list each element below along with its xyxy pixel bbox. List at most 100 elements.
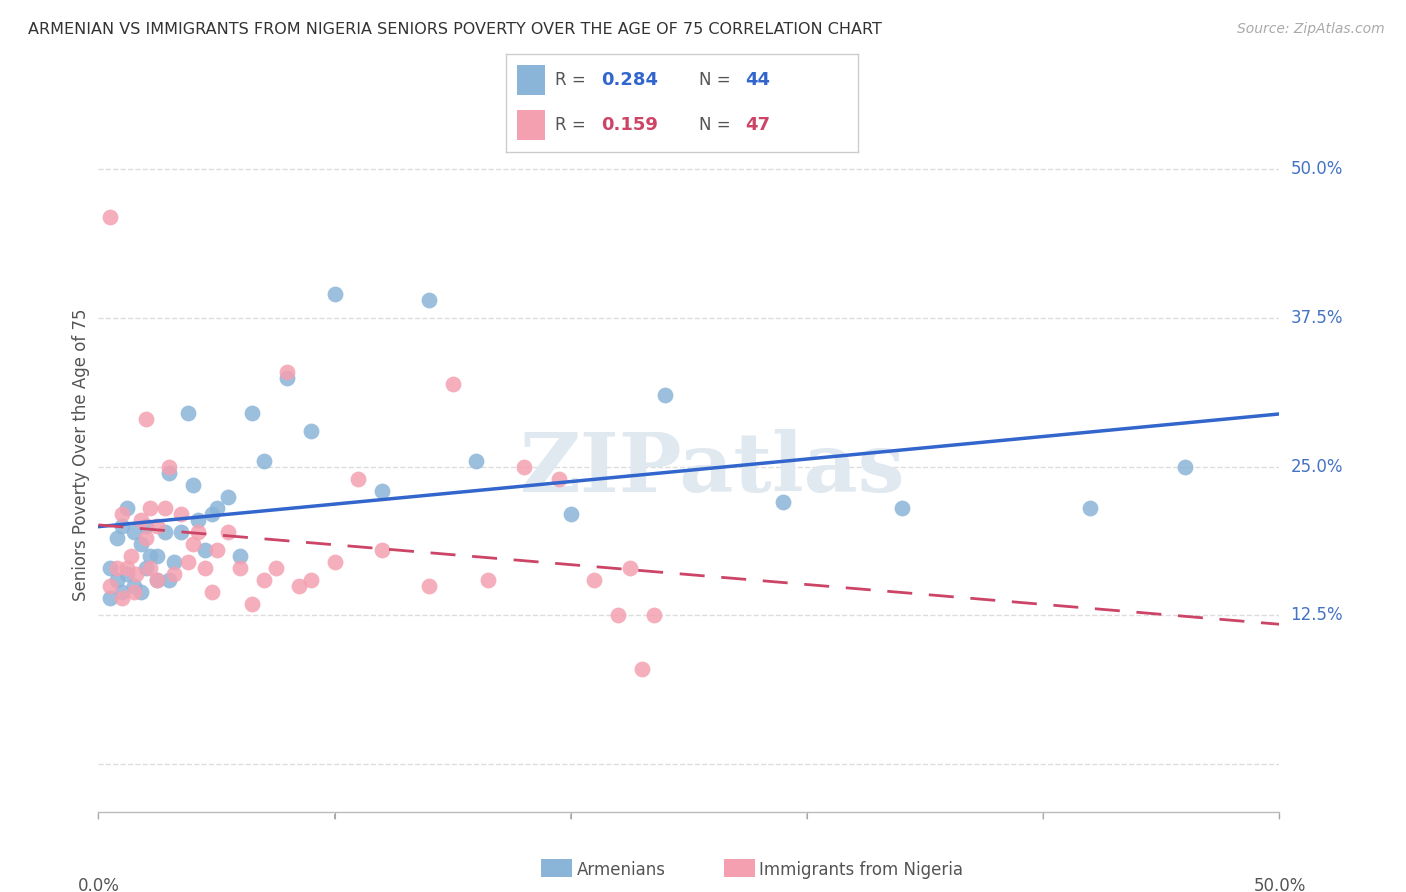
Point bbox=[323, 555, 346, 569]
Point bbox=[135, 412, 157, 426]
Point bbox=[240, 597, 263, 611]
Point bbox=[205, 543, 228, 558]
Point bbox=[187, 525, 209, 540]
Point bbox=[299, 573, 322, 587]
Text: ZIPatlas: ZIPatlas bbox=[520, 429, 905, 509]
Point bbox=[122, 525, 145, 540]
Point bbox=[205, 501, 228, 516]
Point bbox=[583, 573, 606, 587]
Text: N =: N = bbox=[700, 71, 731, 89]
Point bbox=[229, 561, 252, 575]
Point bbox=[139, 561, 162, 575]
Point bbox=[418, 293, 440, 308]
Point bbox=[111, 591, 134, 605]
Point bbox=[98, 591, 121, 605]
Point bbox=[217, 490, 239, 504]
Point bbox=[548, 472, 571, 486]
Point bbox=[264, 561, 287, 575]
Point bbox=[115, 501, 138, 516]
Text: Armenians: Armenians bbox=[576, 861, 665, 879]
Point bbox=[512, 459, 534, 474]
Point bbox=[371, 483, 394, 498]
Text: 37.5%: 37.5% bbox=[1291, 310, 1343, 327]
Point bbox=[157, 459, 180, 474]
Text: 0.0%: 0.0% bbox=[77, 877, 120, 892]
Point bbox=[772, 495, 794, 509]
Point bbox=[170, 525, 193, 540]
Text: 44: 44 bbox=[745, 71, 770, 89]
Point bbox=[105, 561, 128, 575]
Point bbox=[170, 508, 193, 522]
Point bbox=[115, 561, 138, 575]
Point bbox=[240, 406, 263, 420]
Point bbox=[1174, 459, 1197, 474]
FancyBboxPatch shape bbox=[517, 65, 544, 95]
Point bbox=[276, 365, 298, 379]
Point bbox=[153, 501, 176, 516]
Text: R =: R = bbox=[555, 71, 586, 89]
Point bbox=[194, 543, 217, 558]
Point bbox=[194, 561, 217, 575]
Point bbox=[111, 508, 134, 522]
Point bbox=[201, 584, 224, 599]
Point bbox=[177, 406, 200, 420]
Text: R =: R = bbox=[555, 116, 586, 134]
Point bbox=[146, 549, 169, 563]
Point bbox=[217, 525, 239, 540]
Point bbox=[111, 584, 134, 599]
Y-axis label: Seniors Poverty Over the Age of 75: Seniors Poverty Over the Age of 75 bbox=[72, 309, 90, 601]
Point bbox=[157, 466, 180, 480]
Text: 12.5%: 12.5% bbox=[1291, 607, 1343, 624]
Point bbox=[560, 508, 582, 522]
Point bbox=[163, 555, 186, 569]
Point bbox=[288, 579, 311, 593]
Point bbox=[129, 513, 152, 527]
Point bbox=[619, 561, 641, 575]
Point bbox=[347, 472, 370, 486]
Point bbox=[146, 573, 169, 587]
Point bbox=[98, 210, 121, 224]
Point bbox=[105, 531, 128, 545]
Point bbox=[121, 549, 143, 563]
Point bbox=[187, 513, 209, 527]
Point bbox=[477, 573, 499, 587]
Point bbox=[253, 454, 276, 468]
Point bbox=[135, 531, 157, 545]
Point bbox=[129, 537, 152, 551]
Point bbox=[607, 608, 630, 623]
Point bbox=[299, 424, 322, 438]
Text: 50.0%: 50.0% bbox=[1291, 161, 1343, 178]
Point bbox=[125, 566, 148, 581]
Point bbox=[139, 501, 162, 516]
Text: Immigrants from Nigeria: Immigrants from Nigeria bbox=[759, 861, 963, 879]
Text: 25.0%: 25.0% bbox=[1291, 458, 1343, 475]
Point bbox=[98, 561, 121, 575]
Point bbox=[253, 573, 276, 587]
Point bbox=[890, 501, 912, 516]
Point bbox=[139, 549, 162, 563]
Point bbox=[146, 573, 169, 587]
Point bbox=[654, 388, 676, 402]
Point bbox=[153, 525, 176, 540]
Point bbox=[1080, 501, 1102, 516]
Point bbox=[181, 537, 204, 551]
Point bbox=[465, 454, 488, 468]
Text: 50.0%: 50.0% bbox=[1253, 877, 1306, 892]
Text: 0.159: 0.159 bbox=[602, 116, 658, 134]
Point bbox=[229, 549, 252, 563]
Point bbox=[157, 573, 180, 587]
Point bbox=[122, 579, 145, 593]
Point bbox=[643, 608, 665, 623]
Point bbox=[371, 543, 394, 558]
Point bbox=[181, 477, 204, 491]
Text: Source: ZipAtlas.com: Source: ZipAtlas.com bbox=[1237, 22, 1385, 37]
Point bbox=[441, 376, 464, 391]
Point bbox=[276, 370, 298, 384]
Point bbox=[111, 519, 134, 533]
Point bbox=[177, 555, 200, 569]
Point bbox=[201, 508, 224, 522]
FancyBboxPatch shape bbox=[517, 111, 544, 140]
Point bbox=[323, 287, 346, 301]
Point bbox=[122, 584, 145, 599]
Point bbox=[115, 566, 138, 581]
